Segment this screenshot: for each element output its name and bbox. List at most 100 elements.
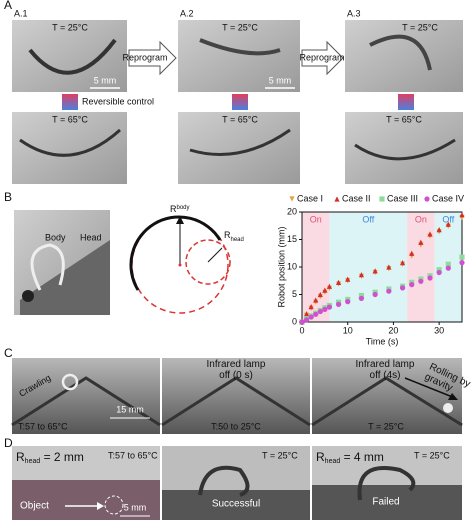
marker [322, 306, 328, 312]
r-sub: head [231, 237, 244, 243]
lamp-label: Infrared lamp off (0 s) [207, 359, 266, 381]
body-label: Body [45, 232, 66, 242]
marker [335, 301, 342, 307]
chart: On Off On Off 0 5 10 15 20 0 10 20 30 Time (s) Robot p… [276, 193, 465, 346]
r-head-label: Rhead = 2 mm [16, 450, 84, 465]
x-tick-label: 20 [388, 325, 398, 335]
failed: Failed [372, 497, 399, 508]
panel-label: A [4, 0, 12, 12]
temperature: T = 25°C [414, 450, 450, 460]
legend-marker [379, 196, 385, 202]
r-symbol: R [170, 204, 177, 214]
lamp-label: Infrared lamp off (4s) [356, 359, 415, 381]
y-tick-label: 10 [287, 261, 297, 271]
legend-label: Case IV [432, 193, 464, 203]
legend-label: Case III [387, 193, 418, 203]
control-label: Reversible control [82, 96, 154, 106]
temperature: T = 25°C [222, 22, 258, 32]
marker [303, 317, 310, 323]
r-symbol: R [316, 450, 325, 464]
marker [409, 282, 415, 288]
marker [345, 276, 351, 282]
photos-d [12, 446, 462, 520]
marker [427, 231, 433, 237]
y-tick-label: 15 [287, 234, 297, 244]
legend-marker [424, 196, 430, 202]
legend-marker [289, 196, 295, 202]
marker [299, 319, 305, 325]
marker [399, 285, 406, 291]
subpanel-label: A.1 [14, 8, 28, 18]
marker [459, 212, 465, 218]
marker [372, 291, 378, 298]
temperature: T = 65°C [222, 114, 258, 124]
legend-marker [334, 196, 340, 202]
marker [317, 308, 323, 315]
temperature: T:50 to 25°C [211, 421, 261, 431]
marker [427, 275, 433, 281]
scale-bar: 15 mm [116, 404, 144, 414]
panel-label: B [4, 190, 12, 204]
region-label: On [415, 214, 427, 224]
y-tick-label: 20 [287, 206, 297, 216]
marker [358, 295, 365, 301]
region-label: Off [442, 214, 454, 224]
y-tick-label: 5 [292, 289, 297, 299]
marker [317, 291, 323, 298]
scale-bar: 5 mm [94, 75, 117, 85]
y-tick-label: 0 [292, 316, 297, 326]
temperature: T:57 to 65°C [18, 421, 68, 431]
subpanel-label: A.2 [180, 8, 194, 18]
marker [409, 250, 415, 256]
marker [445, 261, 451, 267]
r-sub: head [325, 458, 341, 465]
r-sub: body [177, 205, 190, 211]
object-label: Object [20, 501, 49, 512]
marker [303, 311, 310, 317]
marker [459, 260, 465, 266]
temperature: T = 25°C [52, 22, 88, 32]
region-label: On [310, 214, 322, 224]
x-tick-label: 10 [343, 325, 353, 335]
head-label: Head [80, 232, 102, 242]
panel-label: D [4, 436, 13, 450]
marker [418, 239, 424, 245]
temperature: T = 25°C [262, 450, 298, 460]
subpanel-label: A.3 [347, 8, 361, 18]
marker [436, 269, 442, 276]
diagram-b [129, 215, 231, 314]
marker [445, 221, 451, 227]
marker [399, 260, 406, 266]
x-axis-label: Time (s) [366, 336, 399, 346]
photo-b [14, 210, 110, 315]
marker [313, 297, 319, 303]
arrow-label: Reprogram [122, 52, 167, 62]
temperature: T = 65°C [52, 114, 88, 124]
r-sub: head [25, 458, 41, 465]
x-tick-label: 0 [299, 325, 304, 335]
r-body: Rbody [170, 204, 190, 214]
photos-a [12, 20, 463, 184]
temperature: T:57 to 65°C [108, 450, 158, 460]
r-symbol: R [16, 450, 25, 464]
y-axis-label: Robot position (mm) [276, 226, 286, 307]
marker [308, 304, 314, 310]
successful: Successful [212, 499, 260, 510]
legend-label: Case II [342, 193, 371, 203]
r-symbol: R [224, 230, 231, 240]
marker [386, 264, 392, 270]
r-head-label: Rhead = 4 mm [316, 450, 384, 465]
marker [313, 311, 319, 317]
marker [358, 272, 365, 278]
region [407, 212, 435, 322]
legend-label: Case I [297, 193, 323, 203]
marker [445, 265, 451, 271]
marker [436, 267, 442, 273]
temperature: T = 65°C [386, 114, 422, 124]
r-value: = 2 mm [40, 450, 84, 464]
marker [386, 288, 392, 294]
temperature: T = 25°C [368, 421, 404, 431]
marker [436, 227, 442, 233]
marker [335, 279, 342, 285]
